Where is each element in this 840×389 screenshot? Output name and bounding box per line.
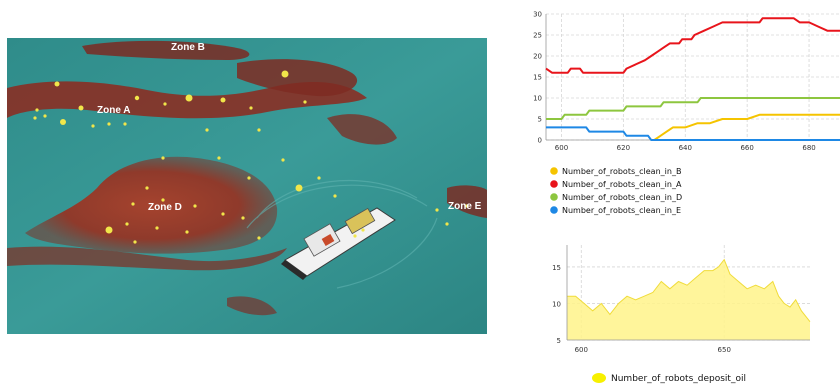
area-fill	[567, 259, 810, 340]
legend-label: Number_of_robots_clean_in_B	[562, 167, 681, 176]
y-tick-label: 10	[552, 300, 561, 308]
series-line-3	[546, 126, 840, 141]
legend-label: Number_of_robots_clean_in_A	[562, 180, 682, 189]
legend-marker	[550, 206, 558, 214]
ship-wake	[246, 180, 438, 289]
x-tick-label: 600	[575, 346, 588, 354]
zone-a-label: Zone A	[97, 105, 131, 116]
oil-slicks	[7, 40, 487, 316]
zone-e-label: Zone E	[448, 201, 482, 212]
robot-markers	[33, 70, 469, 244]
y-tick-label: 30	[533, 11, 542, 19]
legend-marker	[550, 180, 558, 188]
robots-deposit-oil-area-chart: 5 10 15 600 650 Number_of_robots_deposit_oil	[552, 245, 811, 384]
y-tick-label: 15	[533, 74, 542, 82]
legend-marker	[550, 167, 558, 175]
zone-d-label: Zone D	[148, 202, 182, 213]
x-tick-label: 640	[679, 144, 692, 152]
y-tick-label: 15	[552, 264, 561, 272]
x-tick-label: 600	[555, 144, 568, 152]
y-tick-label: 0	[538, 137, 542, 145]
x-tick-label: 650	[718, 346, 731, 354]
y-tick-label: 5	[557, 337, 561, 345]
legend-label: Number_of_robots_deposit_oil	[611, 374, 746, 384]
series-line-0	[653, 113, 840, 141]
series-line-1	[545, 17, 840, 74]
x-tick-label: 620	[617, 144, 630, 152]
ship	[281, 207, 396, 280]
y-tick-label: 25	[533, 32, 542, 40]
legend-marker	[592, 373, 606, 383]
legend-label: Number_of_robots_clean_in_E	[562, 206, 681, 215]
oil-spill-scene: Zone B Zone A Zone D Zone E	[7, 38, 487, 334]
zone-b-label: Zone B	[171, 42, 205, 53]
x-tick-label: 680	[802, 144, 815, 152]
y-tick-label: 5	[538, 116, 542, 124]
y-tick-label: 10	[533, 95, 542, 103]
area-line	[567, 258, 811, 323]
y-tick-label: 20	[533, 53, 542, 61]
robots-cleaning-line-chart: 0 5 10 15 20 25 30 600 620 640 660 680 Number_of_rob…	[533, 11, 840, 215]
x-tick-label: 660	[740, 144, 753, 152]
series-line-2	[546, 97, 840, 120]
legend-marker	[550, 193, 558, 201]
legend-label: Number_of_robots_clean_in_D	[562, 193, 682, 202]
